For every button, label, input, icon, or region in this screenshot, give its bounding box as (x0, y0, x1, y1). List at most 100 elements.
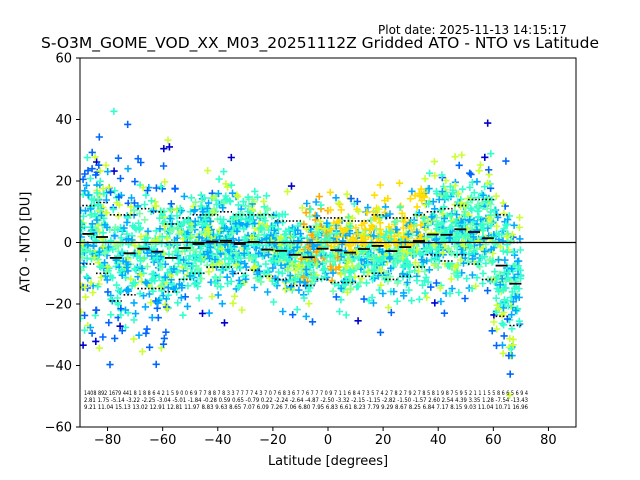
scatter-point (215, 175, 223, 183)
scatter-point (282, 230, 290, 238)
scatter-point (251, 187, 259, 195)
scatter-point (115, 193, 123, 201)
scatter-point (179, 267, 187, 275)
scatter-point (448, 222, 456, 230)
scatter-point (127, 275, 135, 283)
scatter-point (242, 275, 250, 283)
scatter-point (89, 288, 97, 297)
scatter-point (474, 201, 482, 209)
scatter-point (442, 188, 450, 196)
scatter-point (131, 178, 139, 186)
scatter-point (486, 216, 494, 224)
scatter-point (329, 269, 337, 277)
scatter-point (496, 281, 504, 289)
scatter-point (137, 257, 145, 265)
scatter-point (298, 204, 306, 212)
scatter-point (295, 286, 303, 294)
scatter-point (174, 299, 182, 307)
scatter-point (487, 245, 495, 253)
scatter-point (102, 209, 110, 217)
scatter-point (370, 191, 379, 199)
scatter-point (186, 272, 194, 280)
scatter-point (239, 198, 247, 206)
scatter-point (213, 231, 222, 239)
scatter-point (476, 161, 484, 169)
scatter-point (441, 242, 449, 250)
scatter-point (480, 235, 488, 243)
scatter-point (499, 237, 507, 245)
scatter-point (451, 182, 459, 190)
scatter-point (205, 268, 213, 276)
scatter-point (263, 206, 272, 214)
scatter-point (467, 170, 475, 178)
scatter-point (404, 230, 412, 238)
x-tick-label: −40 (204, 433, 231, 448)
scatter-point (438, 187, 446, 196)
scatter-point (132, 310, 140, 318)
scatter-point (513, 305, 521, 313)
scatter-point (175, 280, 184, 288)
scatter-point (451, 153, 459, 161)
scatter-point (516, 274, 524, 282)
scatter-point (510, 273, 518, 282)
scatter-point (113, 281, 121, 289)
scatter-point (124, 165, 132, 173)
y-tick-label: −20 (45, 298, 72, 313)
scatter-point (81, 283, 89, 291)
scatter-point (214, 190, 222, 198)
scatter-point (234, 192, 242, 201)
bin-mean-markers (82, 228, 522, 285)
plot-date: Plot date: 2025-11-13 14:15:17 (378, 23, 567, 37)
x-tick-label: −80 (94, 433, 121, 448)
bin-std-row: 9.21 11.04 15.13 13.02 12.91 12.81 11.97… (84, 404, 528, 411)
scatter-point (92, 213, 100, 221)
scatter-point (149, 207, 157, 215)
scatter-point (152, 227, 160, 235)
scatter-point (114, 154, 122, 162)
scatter-point (84, 167, 92, 175)
scatter-point (232, 249, 240, 257)
bin-statistics-rows: 1408 892 1679 441 8 1 8 8 6 4 2 1 5 9 0 … (84, 390, 528, 411)
scatter-point (479, 221, 487, 229)
scatter-point (464, 257, 472, 265)
scatter-point (147, 299, 155, 307)
scatter-point (321, 235, 329, 243)
scatter-point (426, 240, 434, 248)
scatter-point (470, 189, 478, 197)
scatter-point (337, 270, 345, 278)
scatter-point (270, 298, 278, 306)
scatter-point (288, 260, 296, 268)
scatter-point (107, 295, 115, 303)
scatter-point (278, 210, 287, 218)
scatter-point (458, 151, 466, 159)
scatter-point (234, 253, 242, 261)
scatter-point (417, 221, 425, 229)
scatter-point (136, 210, 144, 218)
scatter-point (314, 224, 322, 232)
scatter-point (205, 199, 213, 207)
scatter-point (96, 206, 104, 214)
scatter-point (435, 244, 443, 253)
scatter-point (326, 206, 335, 214)
scatter-point (80, 266, 85, 274)
scatter-point (428, 213, 436, 221)
scatter-point (337, 296, 345, 304)
scatter-point (447, 249, 456, 257)
scatter-point (470, 248, 478, 256)
scatter-point (234, 283, 242, 292)
x-tick-label: −60 (149, 433, 176, 448)
scatter-point (421, 267, 429, 275)
scatter-point (488, 327, 496, 335)
scatter-point (250, 283, 259, 292)
scatter-point (508, 325, 516, 333)
chart-title: S-O3M_GOME_VOD_XX_M03_20251112Z Gridded … (40, 34, 599, 52)
scatter-point (502, 157, 510, 165)
scatter-point (95, 133, 103, 141)
scatter-point (191, 217, 199, 225)
scatter-point (498, 319, 506, 327)
scatter-point (138, 348, 146, 356)
scatter-point (473, 178, 481, 186)
scatter-point (114, 286, 123, 294)
scatter-point (421, 289, 429, 297)
